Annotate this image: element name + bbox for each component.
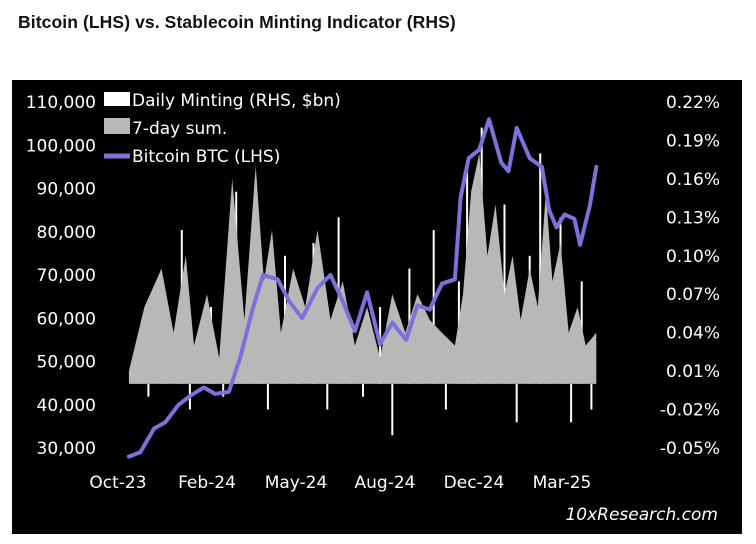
right-axis-tick-label: 0.10% xyxy=(666,247,720,267)
left-axis-tick-label: 80,000 xyxy=(37,223,96,243)
x-axis-ticks: Oct-23 Feb-24 May-24 Aug-24 Dec-24 Mar-25 xyxy=(89,473,591,493)
x-axis-tick-label: Mar-25 xyxy=(533,473,592,493)
x-axis-tick-label: Dec-24 xyxy=(444,473,505,493)
legend: Daily Minting (RHS, $bn) 7-day sum. Bitc… xyxy=(104,91,341,167)
right-axis-tick-label: 0.22% xyxy=(666,93,720,113)
chart-panel: 110,000 100,000 90,000 80,000 70,000 60,000 50… xyxy=(12,80,742,534)
right-axis-tick-label: 0.07% xyxy=(666,285,720,305)
daily-minting-bar xyxy=(444,383,447,410)
left-axis-tick-label: 50,000 xyxy=(37,353,96,373)
daily-minting-bar xyxy=(539,153,542,384)
left-axis-tick-label: 90,000 xyxy=(37,180,96,200)
page-title: Bitcoin (LHS) vs. Stablecoin Minting Ind… xyxy=(18,12,456,32)
daily-minting-bar xyxy=(570,383,573,423)
legend-label-btc: Bitcoin BTC (LHS) xyxy=(132,147,280,167)
right-axis-ticks: 0.22% 0.19% 0.16% 0.13% 0.10% 0.07% 0.04% 0.01%… xyxy=(660,93,720,459)
legend-swatch-daily xyxy=(104,92,130,106)
right-axis-tick-label: -0.02% xyxy=(660,401,720,421)
left-axis-tick-label: 110,000 xyxy=(26,93,96,113)
right-axis-tick-label: 0.13% xyxy=(666,208,720,228)
left-axis-tick-label: 60,000 xyxy=(37,309,96,329)
bitcoin-btc-line xyxy=(126,117,599,459)
daily-minting-bar xyxy=(515,383,518,423)
x-axis-tick-label: Feb-24 xyxy=(178,473,236,493)
left-axis-tick-label: 100,000 xyxy=(26,136,96,156)
right-axis-tick-label: -0.05% xyxy=(660,439,720,459)
x-axis-tick-label: May-24 xyxy=(265,473,328,493)
daily-minting-bar xyxy=(391,383,394,436)
right-axis-tick-label: 0.01% xyxy=(666,362,720,382)
left-axis-tick-label: 30,000 xyxy=(37,439,96,459)
daily-minting-bar xyxy=(147,383,150,397)
daily-minting-bar xyxy=(362,383,364,397)
daily-minting-bar xyxy=(222,383,225,397)
legend-swatch-sum xyxy=(104,118,130,134)
x-axis-tick-label: Aug-24 xyxy=(355,473,416,493)
right-axis-tick-label: 0.19% xyxy=(666,131,720,151)
daily-minting-bar xyxy=(590,383,593,410)
source-credit: 10xResearch.com xyxy=(565,505,718,525)
left-axis-tick-label: 70,000 xyxy=(37,266,96,286)
daily-minting-bar xyxy=(266,383,269,410)
right-axis-tick-label: 0.04% xyxy=(666,324,720,344)
seven-day-sum-area xyxy=(128,153,597,384)
left-axis-ticks: 110,000 100,000 90,000 80,000 70,000 60,000 50… xyxy=(26,93,96,459)
daily-minting-bar xyxy=(326,383,329,410)
left-axis-tick-label: 40,000 xyxy=(37,396,96,416)
chart-svg: 110,000 100,000 90,000 80,000 70,000 60,000 50… xyxy=(26,91,720,525)
legend-label-sum: 7-day sum. xyxy=(132,119,227,139)
daily-minting-bar xyxy=(432,230,435,384)
legend-label-daily: Daily Minting (RHS, $bn) xyxy=(132,91,341,111)
x-axis-tick-label: Oct-23 xyxy=(89,473,146,493)
right-axis-tick-label: 0.16% xyxy=(666,170,720,190)
